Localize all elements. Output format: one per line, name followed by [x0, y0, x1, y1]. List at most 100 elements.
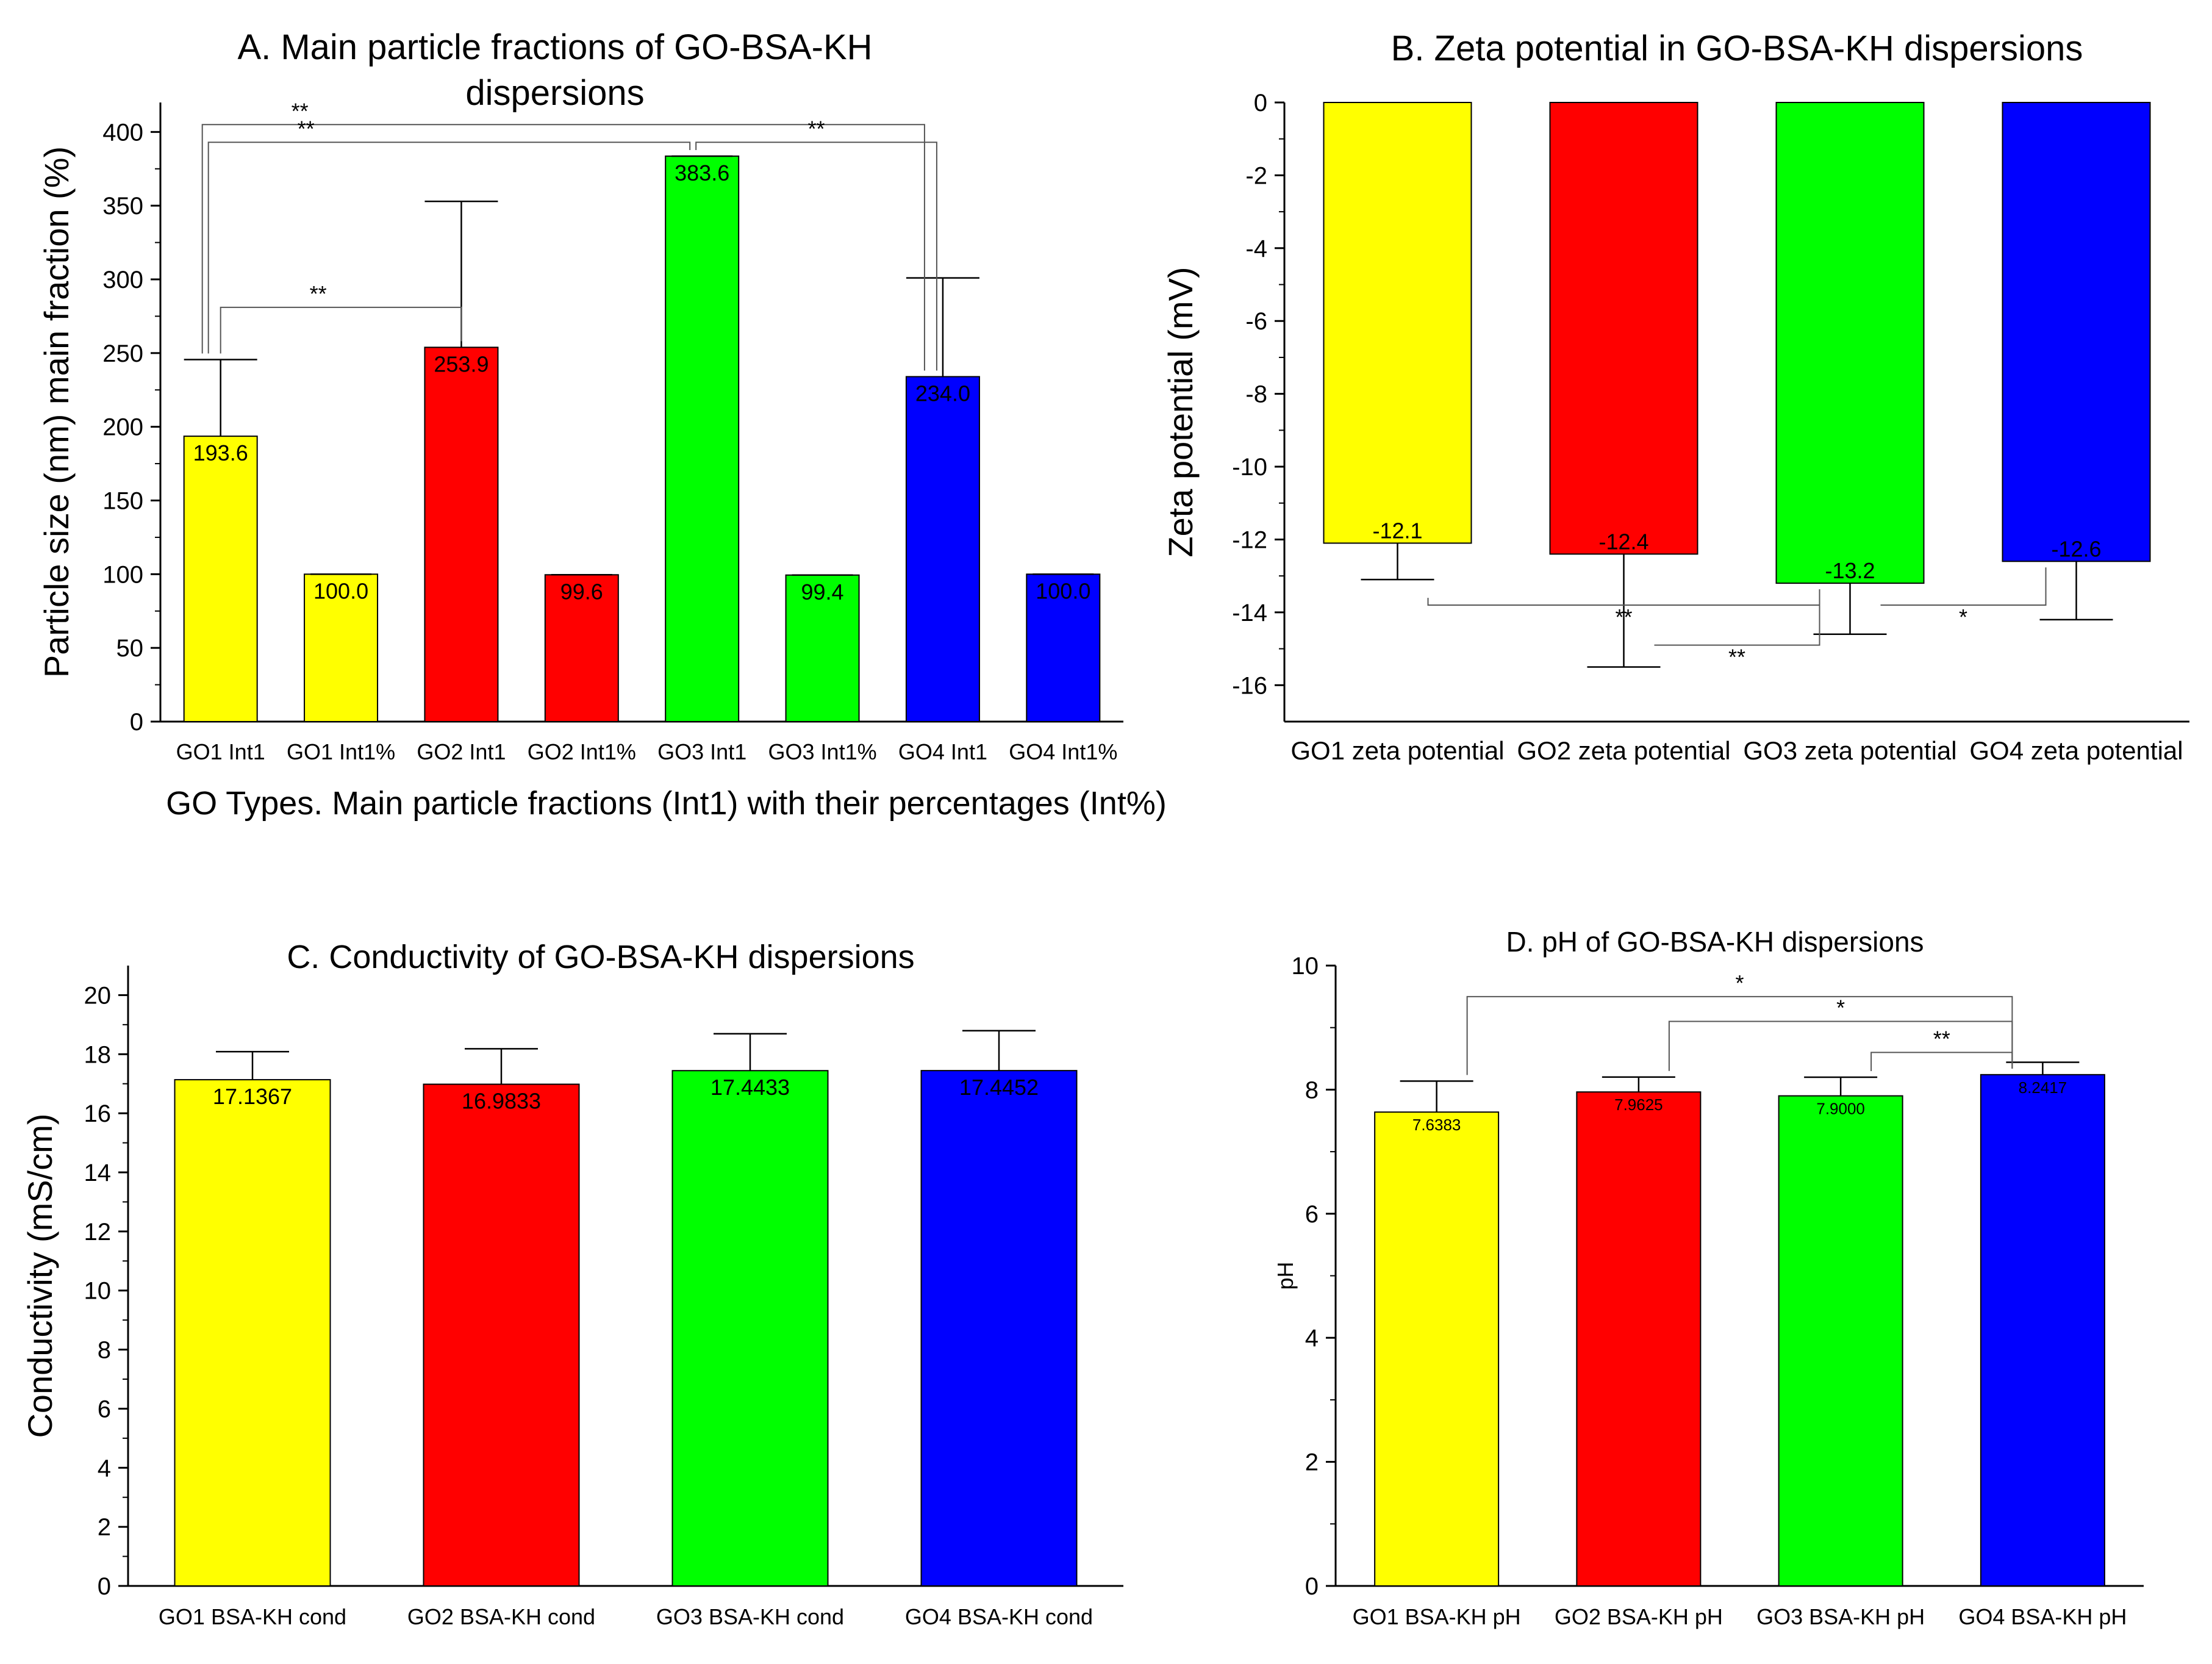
significance-marker: **	[1728, 645, 1745, 670]
significance-marker: **	[1933, 1026, 1950, 1051]
x-tick-label: GO3 Int1%	[768, 739, 877, 764]
y-tick-label: 0	[98, 1573, 111, 1600]
bar-value-label: -13.2	[1825, 558, 1875, 583]
significance-marker: **	[808, 116, 825, 141]
panel-c-conductivity-chart: C. Conductivity of GO-BSA-KH dispersions…	[21, 939, 1123, 1629]
y-tick-label: 4	[1305, 1325, 1319, 1352]
significance-marker: **	[292, 98, 309, 123]
y-tick-label: -2	[1245, 162, 1267, 189]
y-tick-label: -14	[1232, 600, 1267, 626]
bar	[423, 1083, 580, 1587]
bar	[2002, 102, 2151, 562]
significance-bracket	[220, 306, 462, 354]
bar-value-label: 7.9000	[1816, 1100, 1865, 1118]
bar-value-label: 100.0	[313, 578, 368, 603]
x-tick-label: GO4 zeta potential	[1969, 736, 2183, 765]
x-tick-label: GO2 Int1%	[528, 739, 636, 764]
y-tick-label: -10	[1232, 454, 1267, 481]
x-tick-label: GO3 Int1	[657, 739, 746, 764]
y-tick-label: 8	[1305, 1077, 1319, 1103]
bar	[424, 346, 499, 722]
bar	[544, 574, 619, 722]
y-tick-label: -12	[1232, 526, 1267, 553]
bar-value-label: 17.4433	[710, 1075, 790, 1100]
bar	[1323, 102, 1472, 544]
significance-bracket	[1870, 1052, 2013, 1072]
x-tick-label: GO1 BSA-KH cond	[159, 1604, 346, 1629]
bar-value-label: 234.0	[915, 381, 970, 406]
y-tick-label: 10	[84, 1278, 112, 1305]
y-tick-label: 0	[1305, 1573, 1319, 1600]
y-tick-label: 6	[98, 1396, 111, 1422]
x-tick-label: GO2 zeta potential	[1517, 736, 1730, 765]
bar	[671, 1070, 829, 1587]
bar-value-label: -12.6	[2051, 536, 2101, 561]
x-tick-label: GO3 zeta potential	[1743, 736, 1956, 765]
significance-bracket	[1668, 1020, 2013, 1071]
chart-title: C. Conductivity of GO-BSA-KH dispersions	[287, 939, 914, 975]
bar-value-label: 7.9625	[1614, 1096, 1663, 1114]
y-tick-label: 0	[1254, 90, 1267, 117]
significance-marker: *	[1735, 970, 1744, 995]
y-tick-label: 2	[1305, 1449, 1319, 1476]
bar-value-label: -12.1	[1372, 518, 1422, 543]
bar	[1778, 1095, 1903, 1587]
y-tick-label: 14	[84, 1160, 112, 1186]
bar	[1576, 1091, 1702, 1587]
significance-marker: **	[298, 116, 315, 141]
bar-value-label: 99.6	[560, 579, 603, 604]
x-axis-label: GO Types. Main particle fractions (Int1)…	[166, 785, 1167, 822]
y-tick-label: 50	[116, 635, 144, 662]
y-tick-label: -6	[1245, 308, 1267, 335]
bar-value-label: 17.1367	[213, 1084, 292, 1109]
significance-bracket	[695, 142, 937, 371]
y-axis-label: Zeta potential (mV)	[1161, 267, 1200, 557]
x-tick-label: GO3 BSA-KH pH	[1756, 1604, 1925, 1629]
panel-b-zeta-potential-chart: B. Zeta potential in GO-BSA-KH dispersio…	[1161, 29, 2189, 765]
y-tick-label: 12	[84, 1219, 112, 1246]
y-tick-label: 20	[84, 982, 112, 1009]
x-tick-label: GO4 Int1%	[1009, 739, 1117, 764]
panel-a-particle-size-chart: A. Main particle fractions of GO-BSA-KH d…	[37, 27, 1167, 822]
bar	[1980, 1074, 2105, 1587]
significance-bracket	[1654, 589, 1820, 646]
y-tick-label: -8	[1245, 381, 1267, 408]
bar	[785, 574, 860, 722]
bar-value-label: 253.9	[434, 351, 489, 376]
y-tick-label: 6	[1305, 1201, 1319, 1228]
x-tick-label: GO4 BSA-KH cond	[905, 1604, 1093, 1629]
significance-marker: **	[1615, 604, 1632, 629]
y-tick-label: 16	[84, 1100, 112, 1127]
y-tick-label: -4	[1245, 235, 1267, 262]
x-tick-label: GO4 BSA-KH pH	[1958, 1604, 2127, 1629]
y-tick-label: 8	[98, 1337, 111, 1364]
y-tick-label: 18	[84, 1041, 112, 1068]
y-axis-label: Conductivity (mS/cm)	[21, 1113, 59, 1438]
significance-marker: *	[1959, 604, 1967, 629]
significance-bracket	[1880, 567, 2047, 606]
bar-value-label: 7.6383	[1412, 1116, 1461, 1134]
x-tick-label: GO1 Int1%	[287, 739, 395, 764]
bar-value-label: -12.4	[1598, 529, 1648, 554]
x-tick-label: GO2 BSA-KH cond	[407, 1604, 595, 1629]
bar-value-label: 383.6	[675, 160, 729, 185]
y-tick-label: 100	[102, 561, 143, 588]
bar	[665, 155, 740, 722]
bar	[905, 376, 980, 722]
significance-bracket	[201, 124, 925, 371]
x-tick-label: GO2 Int1	[417, 739, 506, 764]
bar-value-label: 99.4	[801, 579, 844, 604]
bar	[1775, 102, 1925, 584]
x-tick-label: GO3 BSA-KH cond	[656, 1604, 844, 1629]
chart-title: D. pH of GO-BSA-KH dispersions	[1506, 926, 1924, 958]
y-tick-label: 250	[102, 340, 143, 367]
bar	[1374, 1111, 1500, 1587]
y-axis-label: pH	[1273, 1261, 1298, 1289]
y-tick-label: 150	[102, 488, 143, 515]
x-tick-label: GO4 Int1	[898, 739, 987, 764]
chart-title: B. Zeta potential in GO-BSA-KH dispersio…	[1391, 29, 2083, 68]
y-tick-label: 0	[130, 709, 143, 736]
y-tick-label: 400	[102, 119, 143, 146]
bar-value-label: 17.4452	[959, 1075, 1039, 1100]
